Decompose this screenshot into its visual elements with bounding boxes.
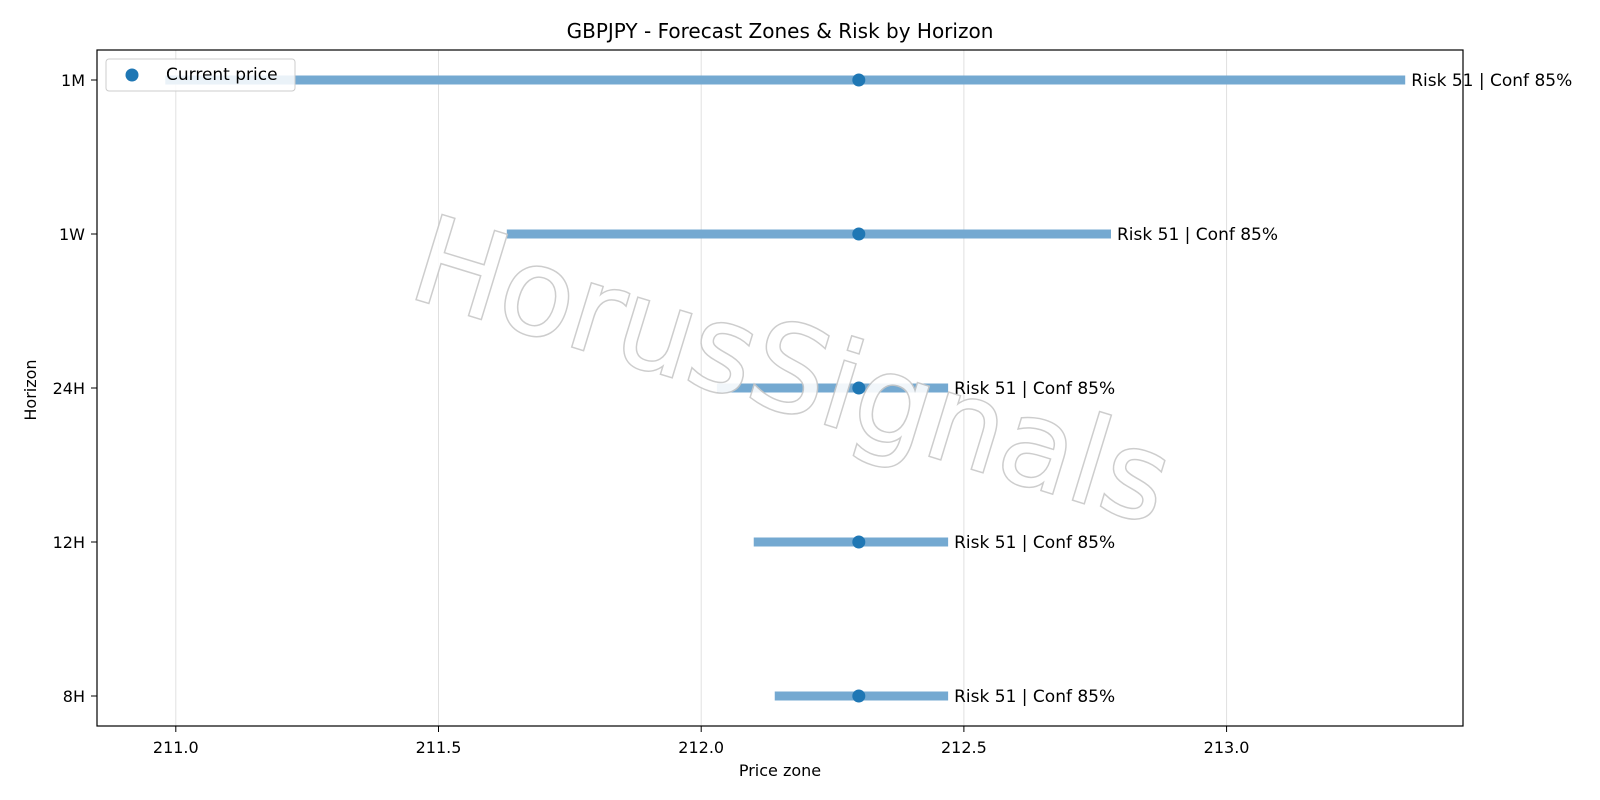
legend-label: Current price xyxy=(166,65,278,85)
zone-annotation: Risk 51 | Conf 85% xyxy=(954,379,1115,399)
y-axis-label: Horizon xyxy=(21,359,40,420)
y-axis-ticks: 1M 1W 24H 12H 8H xyxy=(53,71,97,706)
current-price-marker xyxy=(852,227,866,241)
chart-title: GBPJPY - Forecast Zones & Risk by Horizo… xyxy=(567,19,994,43)
y-tick-label: 1M xyxy=(61,71,85,90)
y-tick-label: 1W xyxy=(59,225,85,244)
zone-annotation: Risk 51 | Conf 85% xyxy=(1117,225,1278,245)
y-tick-label: 8H xyxy=(63,687,85,706)
zone-annotation: Risk 51 | Conf 85% xyxy=(954,687,1115,707)
current-price-marker xyxy=(852,535,866,549)
legend: Current price xyxy=(105,58,296,92)
x-axis-label: Price zone xyxy=(739,761,821,780)
forecast-zones: Risk 51 | Conf 85% Risk 51 | Conf 85% Risk… xyxy=(165,71,1572,707)
y-tick-label: 24H xyxy=(53,379,85,398)
x-tick-label: 213.0 xyxy=(1204,738,1250,757)
zone-annotation: Risk 51 | Conf 85% xyxy=(1411,71,1572,91)
y-tick-label: 12H xyxy=(53,533,85,552)
x-tick-label: 212.0 xyxy=(678,738,724,757)
x-tick-label: 212.5 xyxy=(941,738,987,757)
x-tick-label: 211.5 xyxy=(416,738,462,757)
zone-annotation: Risk 51 | Conf 85% xyxy=(954,533,1115,553)
current-price-marker xyxy=(852,73,866,87)
watermark: HorusSignals xyxy=(397,190,1186,552)
legend-marker xyxy=(125,68,139,82)
current-price-marker xyxy=(852,689,866,703)
current-price-marker xyxy=(852,381,866,395)
x-axis-ticks: 211.0 211.5 212.0 212.5 213.0 xyxy=(153,726,1250,757)
grid-lines xyxy=(175,50,1228,726)
legend-box xyxy=(105,58,296,92)
x-tick-label: 211.0 xyxy=(153,738,199,757)
